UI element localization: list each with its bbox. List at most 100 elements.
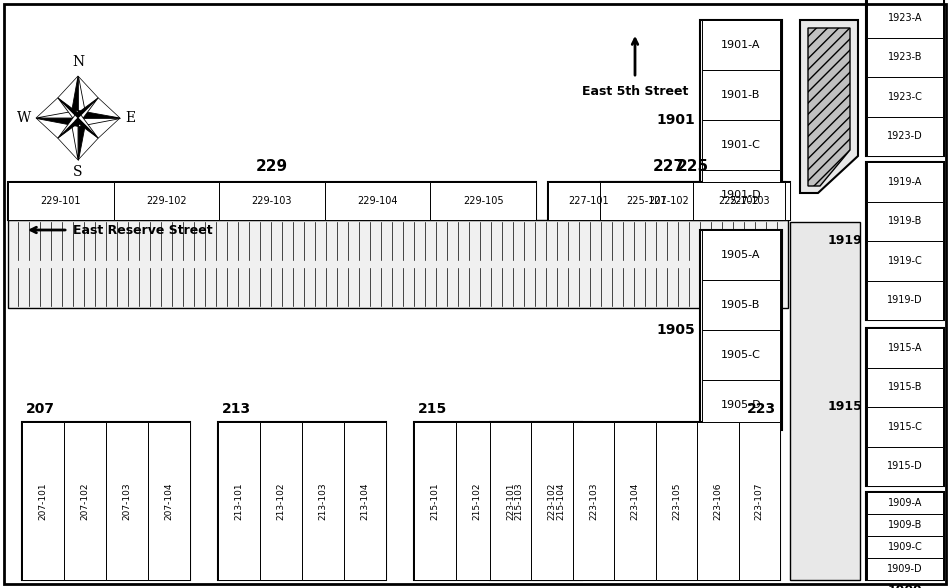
Text: 1901: 1901 — [656, 113, 695, 127]
Text: 223-101: 223-101 — [506, 482, 515, 520]
Text: 215-103: 215-103 — [515, 482, 523, 520]
Bar — [867, 162, 943, 202]
Bar — [531, 422, 573, 580]
Text: East 5th Street: East 5th Street — [581, 85, 688, 98]
Bar — [615, 422, 655, 580]
Bar — [573, 422, 615, 580]
Bar — [700, 20, 782, 220]
Text: 207-104: 207-104 — [164, 482, 174, 520]
Text: 213-102: 213-102 — [276, 482, 286, 520]
Polygon shape — [800, 20, 858, 193]
Bar — [22, 422, 190, 580]
Bar — [702, 380, 780, 430]
Polygon shape — [78, 111, 120, 118]
Polygon shape — [78, 115, 98, 138]
Text: 1915-A: 1915-A — [887, 343, 922, 353]
Text: 225-102: 225-102 — [718, 196, 759, 206]
Polygon shape — [78, 76, 86, 118]
Bar — [700, 230, 782, 430]
Text: 1905-B: 1905-B — [721, 300, 761, 310]
Text: 229-105: 229-105 — [463, 196, 504, 206]
Text: 225: 225 — [676, 159, 709, 174]
Text: 227-102: 227-102 — [649, 196, 690, 206]
Text: 223-106: 223-106 — [713, 482, 722, 520]
Text: 1923-A: 1923-A — [887, 13, 922, 23]
Bar — [490, 422, 780, 580]
Text: 1909-B: 1909-B — [888, 520, 922, 530]
Bar — [866, 328, 944, 486]
Polygon shape — [58, 115, 78, 138]
Bar — [702, 280, 780, 330]
Text: 229: 229 — [256, 159, 288, 174]
Bar — [867, 202, 943, 241]
Bar — [106, 422, 148, 580]
Bar — [866, 492, 944, 580]
Bar — [867, 116, 943, 156]
Text: 1905: 1905 — [656, 323, 695, 337]
Text: East Reserve Street: East Reserve Street — [73, 223, 213, 236]
Bar — [8, 182, 114, 220]
Bar — [867, 514, 943, 536]
Polygon shape — [58, 98, 81, 118]
Bar — [148, 422, 190, 580]
Text: 207-102: 207-102 — [81, 482, 89, 520]
Text: 223-107: 223-107 — [755, 482, 764, 520]
Bar — [867, 241, 943, 280]
Bar — [498, 422, 540, 580]
Text: 1919: 1919 — [827, 235, 862, 248]
Bar — [702, 230, 780, 280]
Text: 1901-C: 1901-C — [721, 140, 761, 150]
Text: 1909: 1909 — [887, 584, 922, 588]
Bar — [414, 422, 456, 580]
Text: 227-103: 227-103 — [730, 196, 770, 206]
Text: 1919-C: 1919-C — [887, 256, 922, 266]
Text: 1923-D: 1923-D — [887, 131, 922, 141]
Bar — [8, 220, 788, 308]
Bar — [702, 330, 780, 380]
Bar — [600, 182, 785, 220]
Bar — [867, 0, 943, 38]
Bar — [548, 182, 629, 220]
Text: 1901-D: 1901-D — [721, 190, 761, 200]
Text: 225-101: 225-101 — [626, 196, 667, 206]
Text: 1915-D: 1915-D — [887, 461, 922, 471]
Polygon shape — [808, 28, 850, 186]
Bar — [867, 38, 943, 77]
Bar — [456, 422, 498, 580]
Bar — [867, 446, 943, 486]
Text: S: S — [73, 165, 83, 179]
Text: 227-101: 227-101 — [568, 196, 609, 206]
Bar — [867, 558, 943, 580]
Text: 223-103: 223-103 — [589, 482, 598, 520]
Text: N: N — [72, 55, 84, 69]
Bar — [702, 170, 780, 220]
Bar — [702, 120, 780, 170]
Bar — [697, 422, 738, 580]
Text: 1905-D: 1905-D — [721, 400, 761, 410]
Bar — [414, 422, 582, 580]
Polygon shape — [75, 118, 98, 138]
Text: 227: 227 — [653, 159, 685, 174]
Text: 207: 207 — [26, 402, 55, 416]
Polygon shape — [58, 118, 81, 138]
Text: E: E — [125, 111, 135, 125]
Text: 223-104: 223-104 — [631, 482, 639, 520]
Bar — [867, 77, 943, 116]
Text: 1919-B: 1919-B — [888, 216, 922, 226]
Bar — [867, 328, 943, 368]
Polygon shape — [75, 98, 98, 118]
Bar — [540, 422, 582, 580]
Text: 1923-C: 1923-C — [887, 92, 922, 102]
Polygon shape — [70, 76, 78, 118]
Polygon shape — [36, 111, 78, 118]
Text: 1909-D: 1909-D — [887, 564, 922, 574]
Bar — [490, 422, 531, 580]
Bar — [867, 492, 943, 514]
Text: 223-102: 223-102 — [547, 482, 557, 520]
Bar — [302, 422, 344, 580]
Bar — [629, 182, 710, 220]
Bar — [738, 422, 780, 580]
Bar — [219, 182, 325, 220]
Bar — [656, 422, 697, 580]
Bar — [8, 182, 536, 220]
